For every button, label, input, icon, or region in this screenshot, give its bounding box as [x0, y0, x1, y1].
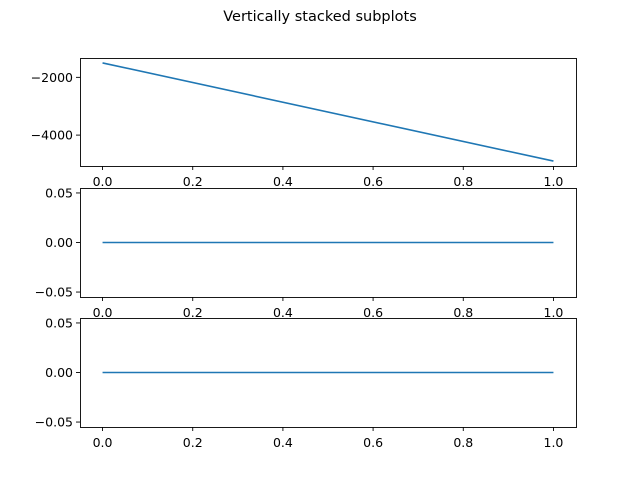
x-tick-label: 0.0: [93, 435, 113, 450]
x-tick-label: 0.4: [273, 305, 293, 320]
x-tick-label: 0.2: [183, 305, 203, 320]
x-tick-label: 0.6: [363, 435, 383, 450]
axes-frame: [80, 58, 577, 167]
x-tick-label: 0.0: [93, 305, 113, 320]
x-tick-label: 0.8: [453, 435, 473, 450]
x-tick-label: 0.2: [183, 435, 203, 450]
y-tick-label: 0.05: [45, 315, 73, 330]
x-tick-label: 1.0: [544, 305, 564, 320]
y-tick-label: 0.05: [45, 185, 73, 200]
x-tick-label: 0.0: [93, 174, 113, 189]
x-tick-label: 0.6: [363, 174, 383, 189]
series-line: [102, 62, 554, 162]
subplot-1: 0.0 0.2 0.4 0.6 0.8 1.0 −2000 −4000: [31, 58, 577, 189]
y-tick-label: −0.05: [35, 415, 73, 430]
subplot-2: 0.0 0.2 0.4 0.6 0.8 1.0 0.05 0.00 −0.05: [35, 185, 577, 320]
x-tick-label: 0.2: [183, 174, 203, 189]
x-tick-label: 0.8: [453, 305, 473, 320]
y-tick-label: −4000: [31, 128, 73, 143]
y-tick-label: −2000: [31, 70, 73, 85]
axes-frame: [80, 188, 577, 298]
x-tick-label: 1.0: [544, 174, 564, 189]
subplot-3: 0.0 0.2 0.4 0.6 0.8 1.0 0.05 0.00 −0.05: [35, 315, 577, 450]
x-tick-label: 0.4: [273, 435, 293, 450]
y-tick-label: −0.05: [35, 285, 73, 300]
x-tick-label: 0.4: [273, 174, 293, 189]
x-tick-label: 0.6: [363, 305, 383, 320]
y-tick-label: 0.00: [45, 365, 73, 380]
figure-title: Vertically stacked subplots: [223, 9, 417, 25]
axes-frame: [80, 318, 577, 428]
y-tick-label: 0.00: [45, 235, 73, 250]
x-tick-label: 1.0: [544, 435, 564, 450]
x-tick-label: 0.8: [453, 174, 473, 189]
